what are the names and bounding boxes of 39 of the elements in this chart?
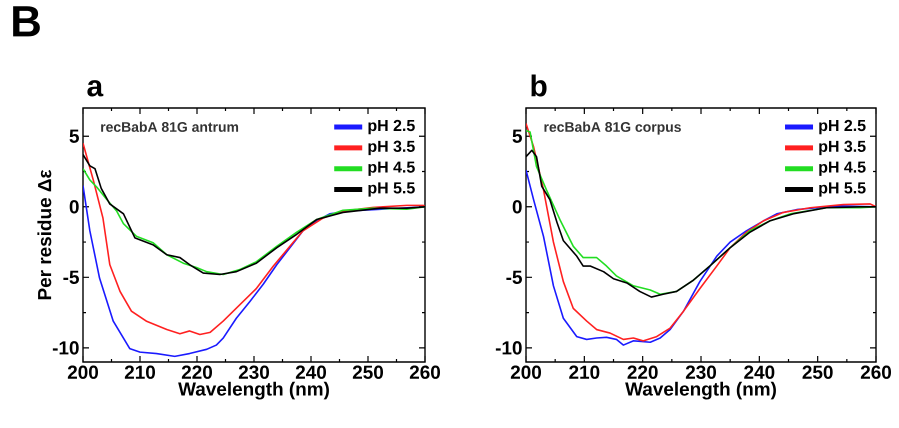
y-tick-label: 5 <box>512 130 522 143</box>
x-tick-label: 240 <box>744 366 774 379</box>
x-tick-label: 260 <box>860 366 892 379</box>
legend-label: pH 4.5 <box>368 162 415 176</box>
chart-title: a <box>87 80 104 97</box>
x-tick-label: 200 <box>510 366 542 379</box>
line-series <box>83 142 425 336</box>
legend-label: pH 3.5 <box>819 140 866 156</box>
y-tick-label: -5 <box>63 270 79 284</box>
legend-label: pH 5.5 <box>368 182 415 197</box>
y-tick-label: 5 <box>70 130 79 143</box>
annotation: recBabA 81G corpus <box>544 122 681 135</box>
legend-label: pH 3.5 <box>368 140 415 156</box>
x-tick-label: 210 <box>569 366 600 379</box>
y-tick-label: -10 <box>496 341 522 355</box>
y-tick-label: 0 <box>512 200 522 214</box>
y-tick-label: 0 <box>70 200 79 214</box>
x-axis-title: Wavelength (nm) <box>178 382 329 400</box>
x-tick-label: 260 <box>410 366 440 379</box>
x-tick-label: 230 <box>686 366 716 379</box>
x-tick-label: 230 <box>238 366 270 379</box>
chart-title: b <box>531 74 547 97</box>
y-tick-label: -10 <box>52 341 79 355</box>
x-axis-title: Wavelength (nm) <box>625 382 776 400</box>
x-tick-label: 250 <box>352 366 384 379</box>
x-tick-label: 210 <box>124 366 156 379</box>
legend-label: pH 4.5 <box>819 162 866 176</box>
x-tick-label: 220 <box>182 366 212 379</box>
x-tick-label: 220 <box>628 366 658 379</box>
text: B <box>13 6 40 36</box>
x-tick-label: 200 <box>68 366 98 379</box>
x-tick-label: 240 <box>296 366 326 379</box>
legend-label: pH 5.5 <box>819 182 866 197</box>
x-tick-label: 250 <box>802 366 833 379</box>
y-axis-title: Per residue Δε <box>37 170 52 300</box>
legend-label: pH 2.5 <box>368 120 415 134</box>
y-tick-label: -5 <box>506 270 522 284</box>
annotation: recBabA 81G antrum <box>101 122 238 132</box>
legend-label: pH 2.5 <box>819 120 866 134</box>
